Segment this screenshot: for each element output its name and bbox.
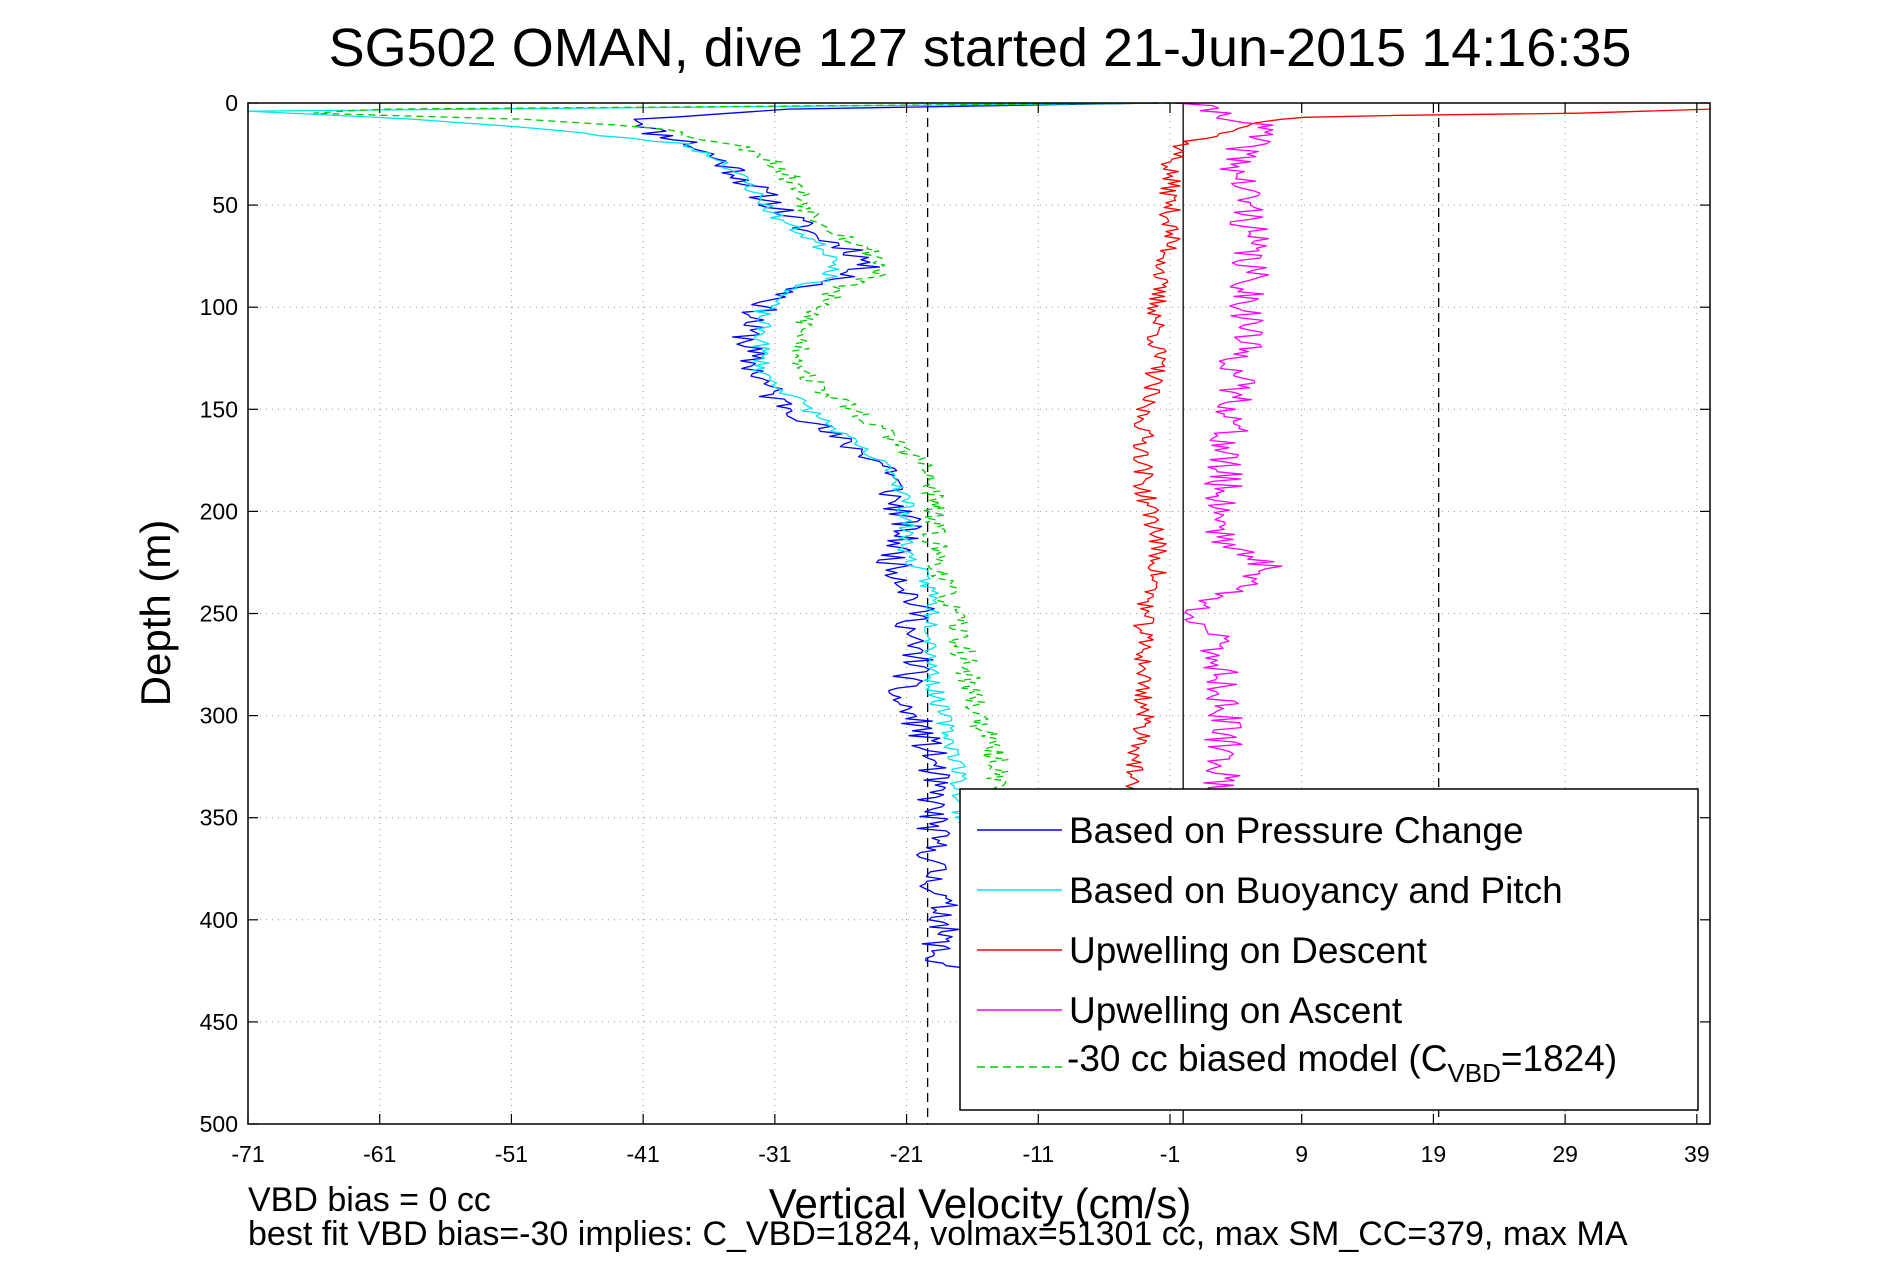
annotation-vbd-bias: VBD bias = 0 cc <box>248 1181 491 1219</box>
y-tick-label-450: 450 <box>200 1009 238 1035</box>
y-tick-label-0: 0 <box>225 90 238 116</box>
annotation-best-fit: best fit VBD bias=-30 implies: C_VBD=182… <box>248 1215 1628 1253</box>
x-tick-label-71: -71 <box>231 1141 264 1167</box>
y-tick-label-500: 500 <box>200 1111 238 1137</box>
y-tick-label-400: 400 <box>200 907 238 933</box>
x-tick-label-41: -41 <box>627 1141 660 1167</box>
chart-title: SG502 OMAN, dive 127 started 21-Jun-2015… <box>329 18 1632 78</box>
y-tick-label-200: 200 <box>200 498 238 524</box>
y-tick-label-250: 250 <box>200 601 238 627</box>
series-line-based-on-pressure-change <box>633 102 1157 972</box>
legend-label-pressure-change: Based on Pressure Change <box>1069 810 1524 851</box>
legend: Based on Pressure Change Based on Buoyan… <box>959 788 1699 1111</box>
y-tick-label-100: 100 <box>200 294 238 320</box>
x-tick-label-51: -51 <box>495 1141 528 1167</box>
legend-label-upwelling-descent: Upwelling on Descent <box>1069 930 1428 971</box>
x-tick-label-9: 9 <box>1295 1141 1308 1167</box>
legend-label-biased-model: -30 cc biased model (CVBD=1824) <box>1067 1038 1617 1088</box>
series-line-30-cc-biased-model-c-vbd-1824 <box>313 102 1184 798</box>
x-tick-label-1: -1 <box>1160 1141 1180 1167</box>
x-tick-label-11: -11 <box>1022 1141 1054 1167</box>
x-tick-label-21: -21 <box>890 1141 923 1167</box>
legend-label-upwelling-ascent: Upwelling on Ascent <box>1069 990 1403 1031</box>
x-axis-label: Vertical Velocity (cm/s) <box>769 1180 1191 1227</box>
series-line-upwelling-on-ascent <box>1173 102 1283 798</box>
y-tick-label-300: 300 <box>200 703 238 729</box>
y-tick-label-50: 50 <box>212 192 238 218</box>
x-tick-label-39: 39 <box>1684 1141 1710 1167</box>
x-tick-label-61: -61 <box>363 1141 396 1167</box>
x-tick-label-29: 29 <box>1552 1141 1578 1167</box>
y-tick-label-150: 150 <box>200 396 238 422</box>
legend-box <box>959 788 1699 1111</box>
x-tick-label-31: -31 <box>758 1141 791 1167</box>
y-tick-label-350: 350 <box>200 805 238 831</box>
legend-label-buoyancy-pitch: Based on Buoyancy and Pitch <box>1069 870 1563 911</box>
series-line-upwelling-on-descent <box>1113 108 1711 809</box>
y-axis-label: Depth (m) <box>132 520 179 707</box>
x-tick-label-19: 19 <box>1421 1141 1447 1167</box>
ticks: -71 -61 -51 -41 -31 -21 -11 -1 9 19 29 39 0 50 100 150 2… <box>200 90 1710 1167</box>
